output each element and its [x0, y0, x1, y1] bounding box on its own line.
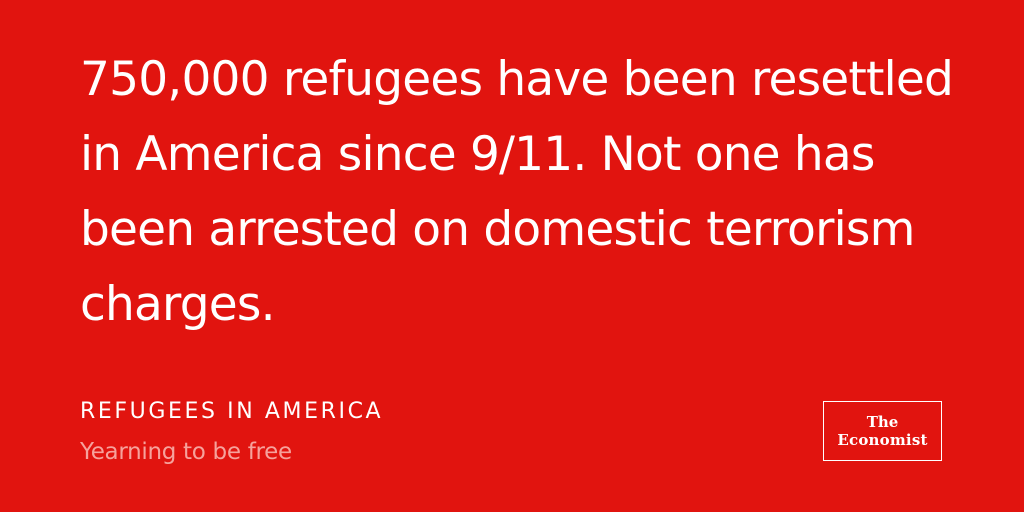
- headline: 750,000 refugees have been resettled in …: [80, 52, 954, 332]
- logo-line-economist: Economist: [837, 431, 928, 449]
- subtitle: Yearning to be free: [80, 439, 292, 465]
- logo-line-the: The: [866, 413, 899, 431]
- section-label: REFUGEES IN AMERICA: [80, 399, 384, 424]
- the-economist-logo: The Economist: [823, 401, 942, 461]
